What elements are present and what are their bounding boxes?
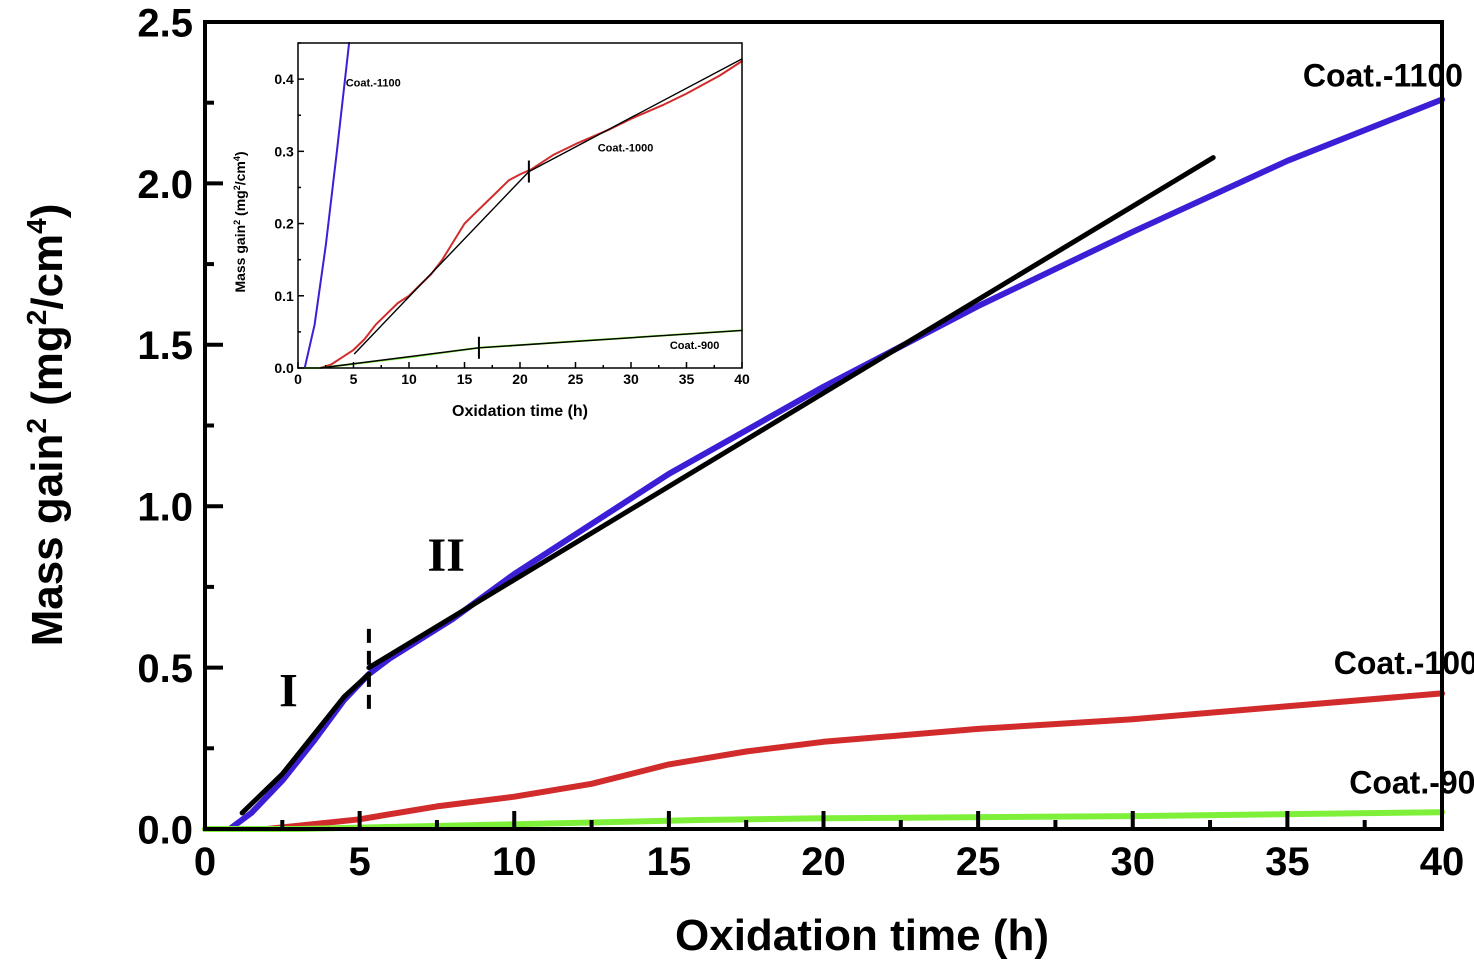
y-tick-label: 0.0: [137, 808, 193, 852]
x-tick-label: 15: [457, 371, 473, 387]
y-tick-label: 0.5: [137, 647, 193, 691]
y-tick-label: 0.0: [274, 360, 294, 376]
series-annotation: Coat.-900: [670, 340, 720, 352]
fit-line-1: [528, 58, 743, 173]
inset-plot: 0 5 10 15 20 25 30 35 40 0.0 0.1 0.2 0.3 0.4 Coat.-110…: [274, 42, 750, 387]
series-annotation: Coat.-900: [1349, 764, 1474, 800]
x-tick-label: 40: [734, 371, 750, 387]
series-annotation: Coat.-1100: [346, 77, 401, 89]
x-tick-label: 20: [801, 840, 846, 884]
main-x-axis-label: Oxidation time (h): [675, 911, 1049, 960]
y-tick-label: 1.0: [137, 486, 193, 530]
x-tick-label: 10: [401, 371, 417, 387]
x-tick-label: 0: [294, 371, 302, 387]
stage-label: I: [279, 664, 298, 717]
x-tick-label: 35: [1265, 840, 1310, 884]
series-annotation: Coat.-1000: [598, 142, 654, 154]
y-tick-label: 1.5: [137, 324, 193, 368]
x-tick-label: 10: [492, 840, 537, 884]
y-tick-label: 2.0: [137, 163, 193, 207]
y-tick-label: 0.2: [274, 216, 294, 232]
fit-line-1: [366, 155, 1216, 671]
fit-line-3: [478, 329, 743, 349]
y-tick-label: 0.3: [274, 143, 294, 159]
x-tick-label: 15: [647, 840, 692, 884]
series-line-coat-1000: [202, 690, 1445, 832]
main-plot: 0 5 10 15 20 25 30 35 400.00.51.01.52.02.5IIICoa…: [137, 1, 1474, 884]
x-tick-label: 30: [623, 371, 639, 387]
inset-y-axis-label: Mass gain2 (mg2/cm4): [232, 151, 248, 292]
inset-x-axis-label: Oxidation time (h): [452, 403, 588, 420]
fit-line-0: [353, 170, 530, 355]
x-tick-label: 25: [956, 840, 1001, 884]
fit-line-0: [239, 671, 372, 816]
x-tick-label: 40: [1420, 840, 1465, 884]
x-tick-label: 5: [350, 371, 358, 387]
x-tick-label: 20: [512, 371, 528, 387]
stage-label: II: [428, 529, 465, 582]
plot-background: [298, 43, 742, 368]
x-tick-label: 25: [568, 371, 584, 387]
x-tick-label: 30: [1111, 840, 1156, 884]
series-annotation: Coat.-1000: [1334, 645, 1474, 681]
x-tick-label: 0: [194, 840, 216, 884]
y-tick-label: 0.4: [274, 71, 294, 87]
x-tick-label: 5: [349, 840, 371, 884]
series-annotation: Coat.-1100: [1303, 58, 1463, 94]
main-y-axis-label: Mass gain2 (mg2/cm4): [21, 204, 72, 647]
y-tick-label: 2.5: [137, 1, 193, 45]
y-tick-label: 0.1: [274, 288, 294, 304]
x-tick-label: 35: [679, 371, 695, 387]
fit-line-2: [319, 347, 480, 369]
